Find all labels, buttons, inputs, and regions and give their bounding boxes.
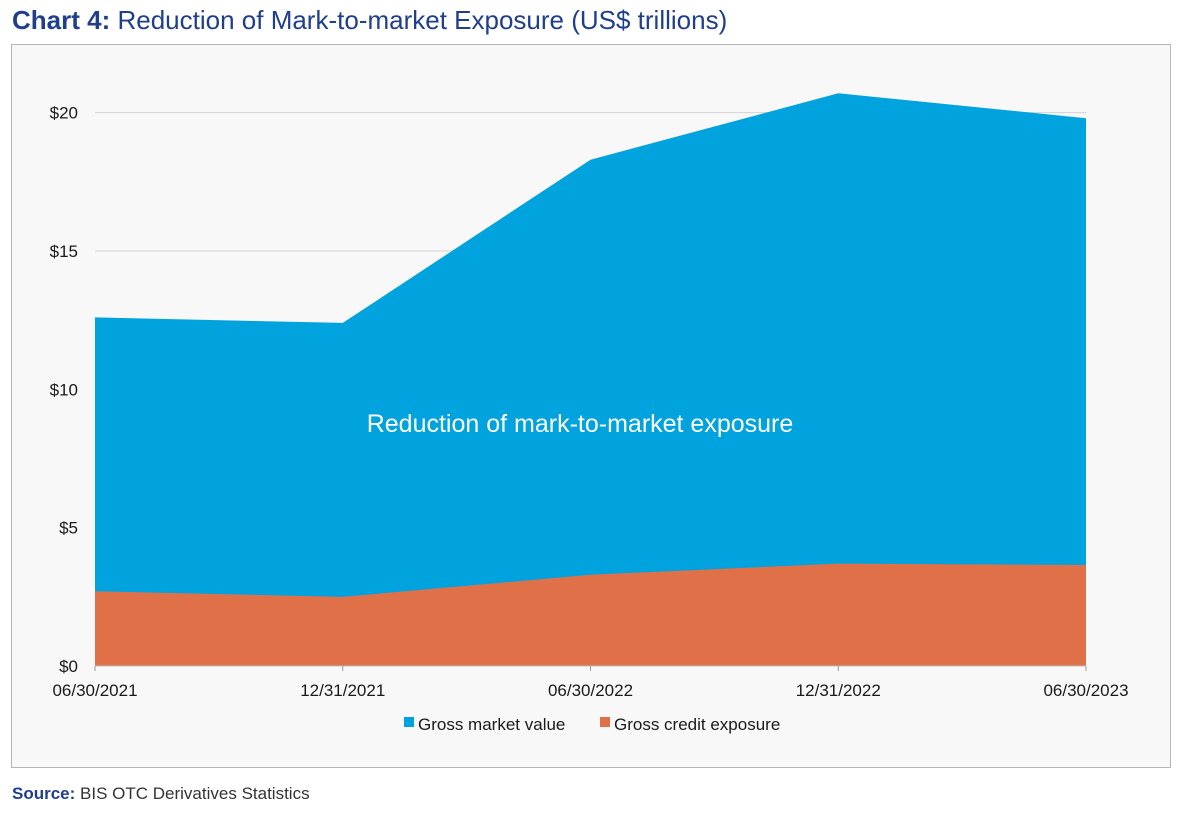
legend-gross-market-value-swatch (404, 717, 414, 727)
legend-gross-credit-exposure-label: Gross credit exposure (614, 715, 780, 734)
x-tick-label: 06/30/2022 (548, 681, 633, 700)
chart-title-text: Reduction of Mark-to-market Exposure (US… (117, 5, 728, 35)
x-tick-label: 06/30/2023 (1043, 681, 1128, 700)
area-gross-credit-exposure (95, 563, 1086, 666)
y-tick-label: $0 (59, 657, 78, 676)
x-tick-label: 12/31/2021 (300, 681, 385, 700)
y-tick-label: $15 (50, 242, 78, 261)
area-gross-market-value (95, 93, 1086, 667)
x-tick-label: 06/30/2021 (52, 681, 137, 700)
source-label: Source: (12, 784, 76, 803)
chart-title: Chart 4: Reduction of Mark-to-market Exp… (12, 3, 727, 37)
y-tick-label: $20 (50, 104, 78, 123)
y-tick-label: $10 (50, 380, 78, 399)
x-tick-label: 12/31/2022 (796, 681, 881, 700)
legend-gross-credit-exposure-swatch (600, 717, 610, 727)
legend-gross-market-value-label: Gross market value (418, 715, 565, 734)
area-annotation: Reduction of mark-to-market exposure (367, 410, 794, 438)
source-note: Source: BIS OTC Derivatives Statistics (12, 784, 310, 804)
y-tick-label: $5 (59, 519, 78, 538)
source-text: BIS OTC Derivatives Statistics (80, 784, 310, 803)
chart-title-prefix: Chart 4: (12, 5, 111, 35)
